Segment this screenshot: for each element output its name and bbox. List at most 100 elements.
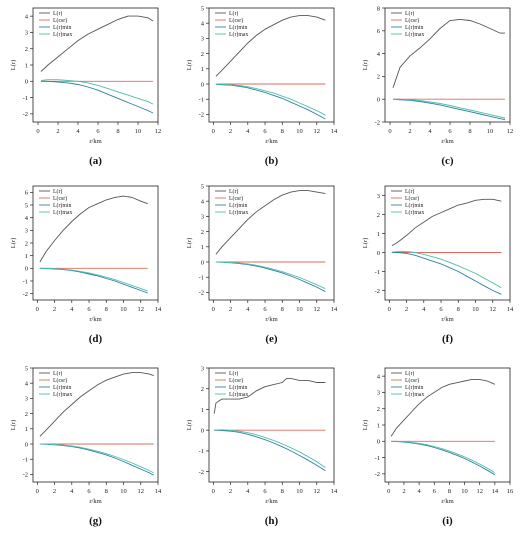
panel-label: (a) (89, 155, 102, 167)
legend-entry: L(csr) (405, 377, 419, 384)
x-tick-label: 14 (507, 306, 514, 313)
panel-label: (f) (442, 333, 453, 345)
y-tick-label: 0 (377, 439, 380, 446)
y-tick-label: -1 (199, 275, 204, 282)
legend-entry: L(r)min (229, 384, 247, 391)
y-tick-label: 2 (25, 411, 28, 418)
legend-entry: L(csr) (229, 17, 243, 24)
x-tick-label: 2 (229, 128, 232, 135)
y-tick-label: 1 (377, 231, 380, 238)
x-tick-label: 6 (439, 306, 443, 313)
legend-entry: L(r)min (53, 24, 71, 31)
series-line-l-r-min (39, 267, 148, 294)
y-tick-label: 2 (377, 212, 380, 219)
series-line-l-r-min (39, 443, 154, 476)
y-tick-label: 0 (25, 441, 28, 448)
x-tick-label: 0 (36, 488, 39, 495)
y-tick-label: -2 (375, 288, 380, 295)
legend-entry: L(r)max (53, 31, 72, 38)
legend-entry: L(r)min (405, 384, 423, 391)
x-tick-label: 2 (53, 306, 56, 313)
legend-entry: L(r) (53, 10, 62, 17)
chart-panel-1: 0 2 4 6 8 10 12-2-101234r/kmL(r)L(r)L(csr)L(r)… (10, 7, 161, 145)
y-tick-label: 5 (201, 183, 204, 190)
x-tick-label: 0 (36, 128, 39, 135)
legend-entry: L(r)min (405, 202, 423, 209)
x-tick-label: 14 (331, 306, 338, 313)
x-tick-label: 6 (87, 488, 91, 495)
x-tick-label: 12 (138, 488, 145, 495)
x-tick-label: 2 (408, 128, 411, 135)
legend-entry: L(csr) (53, 17, 67, 24)
legend-entry: L(r)min (405, 24, 423, 31)
y-tick-label: 1 (201, 66, 204, 73)
series-line-l-r-min (215, 83, 326, 120)
panel-label: (b) (264, 155, 279, 167)
y-axis-label: L(r) (10, 60, 17, 70)
x-tick-label: 12 (314, 128, 321, 135)
x-tick-label: 2 (405, 306, 408, 313)
x-tick-label: 10 (296, 488, 303, 495)
panel-label: (e) (265, 333, 278, 345)
x-tick-label: 8 (105, 306, 108, 313)
y-tick-label: -1 (23, 278, 28, 285)
y-axis-label: L(r) (186, 420, 193, 430)
x-tick-label: 4 (246, 128, 250, 135)
series-line-l-r- (213, 377, 326, 414)
legend-entry: L(csr) (229, 377, 243, 384)
y-tick-label: 4 (25, 13, 29, 20)
plot-frame (384, 185, 511, 301)
x-tick-label: 14 (155, 488, 162, 495)
y-tick-label: -2 (375, 471, 380, 478)
legend-entry: L(csr) (53, 377, 67, 384)
series-line-l-r-min (391, 252, 502, 295)
x-tick-label: 2 (229, 306, 232, 313)
series-line-l-r-max (391, 251, 502, 289)
y-axis-label: L(r) (362, 238, 369, 248)
x-tick-label: 8 (105, 488, 108, 495)
legend-entry: L(csr) (53, 195, 67, 202)
chart-panel-2: 0 2 4 6 8 10 12 14-2-1012345r/kmL(r)L(r)L(csr)L… (186, 5, 338, 145)
y-tick-label: -1 (23, 457, 28, 464)
plot-frame (32, 367, 159, 483)
y-tick-label: -2 (199, 290, 204, 297)
y-tick-label: 1 (377, 422, 380, 429)
x-axis-label: r/km (265, 138, 277, 145)
x-tick-label: 12 (314, 306, 321, 313)
y-tick-label: 3 (201, 365, 204, 372)
series-line-l-r-min (392, 98, 506, 121)
legend-entry: L(r) (53, 370, 62, 377)
y-tick-label: 3 (25, 30, 28, 37)
x-axis-label: r/km (265, 498, 277, 505)
y-tick-label: 0 (201, 427, 204, 434)
series-line-l-r- (391, 198, 502, 247)
plot-frame (208, 7, 335, 123)
x-tick-label: 6 (96, 128, 100, 135)
y-tick-label: 3 (25, 396, 28, 403)
series-line-l-r-min (214, 429, 326, 471)
x-tick-label: 2 (229, 488, 232, 495)
legend-entry: L(r) (229, 370, 238, 377)
series-line-l-r- (215, 15, 326, 77)
y-tick-label: 5 (201, 5, 204, 12)
x-tick-label: 8 (116, 128, 119, 135)
series-line-l-r-max (393, 98, 506, 119)
y-tick-label: 2 (25, 46, 28, 53)
x-axis-label: r/km (441, 498, 453, 505)
x-tick-label: 0 (387, 488, 390, 495)
x-axis-label: r/km (89, 498, 101, 505)
y-tick-label: 1 (201, 407, 204, 414)
chart-panel-9: 0 2 4 6 8 10 12 14 16-2-101234r/kmL(r)L(r)L(csr)… (362, 367, 514, 505)
legend-entry: L(r)min (53, 384, 71, 391)
chart-panel-5: 0 2 4 6 8 10 12 14-2-1012345r/kmL(r)L(r)L(csr)L… (186, 183, 338, 323)
y-axis-label: L(r) (10, 420, 17, 430)
chart-panel-4: 0 2 4 6 8 10 12 14-2-10123456r/kmL(r)L(r)L(csr)… (10, 185, 162, 323)
x-tick-label: 10 (296, 306, 303, 313)
y-tick-label: 4 (377, 51, 381, 58)
legend-entry: L(r)max (53, 391, 72, 398)
series-line-l-r-min (215, 261, 326, 292)
y-tick-label: -2 (23, 291, 28, 298)
y-tick-label: 2 (377, 74, 380, 81)
x-tick-label: 12 (490, 306, 497, 313)
y-tick-label: 4 (25, 215, 29, 222)
